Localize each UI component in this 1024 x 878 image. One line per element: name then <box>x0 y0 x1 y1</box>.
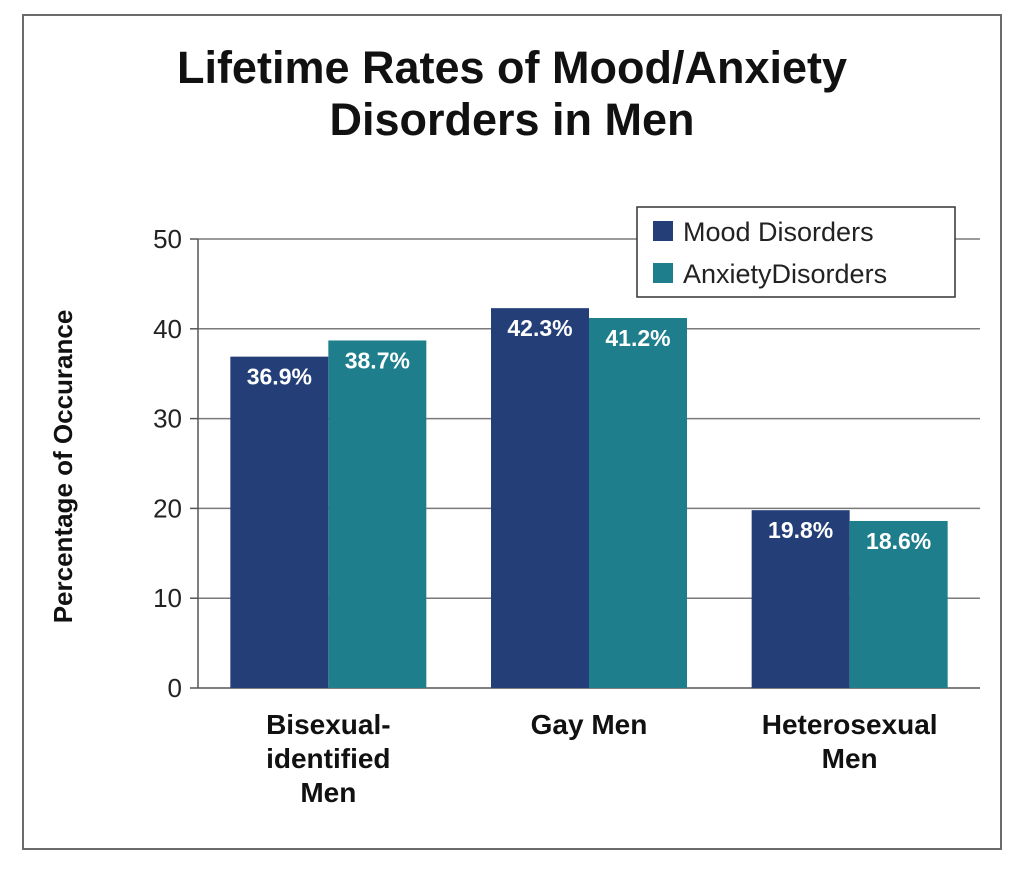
bar <box>751 510 850 688</box>
y-tick-label: 40 <box>153 314 182 344</box>
y-tick-label: 50 <box>153 224 182 254</box>
bar-value-label: 38.7% <box>345 347 410 373</box>
legend-box <box>636 206 956 298</box>
bar <box>589 318 687 688</box>
bar-value-label: 19.8% <box>768 517 833 543</box>
legend-label: AnxietyDisorders <box>683 259 887 289</box>
chart-title-line-1: Lifetime Rates of Mood/Anxiety <box>176 42 848 93</box>
y-tick-label: 20 <box>153 493 182 523</box>
legend-swatch <box>653 221 673 241</box>
x-category-label: Men <box>822 743 878 774</box>
x-category-label: Bisexual- <box>266 709 391 740</box>
y-tick-label: 10 <box>153 583 182 613</box>
chart-title: Lifetime Rates of Mood/Anxiety Disorders… <box>22 42 1002 146</box>
x-category-label: Gay Men <box>531 709 648 740</box>
bar <box>491 308 589 688</box>
bar-value-label: 41.2% <box>605 325 670 351</box>
legend-label: Mood Disorders <box>683 217 874 247</box>
y-tick-label: 30 <box>153 404 182 434</box>
x-category-label: Heterosexual <box>762 709 938 740</box>
bar-value-label: 36.9% <box>247 364 312 390</box>
x-category-label: Men <box>300 777 356 808</box>
y-axis-title: Percentage of Occurance <box>48 310 78 624</box>
y-tick-label: 0 <box>168 673 182 703</box>
bar <box>328 340 427 688</box>
bar <box>849 520 948 688</box>
legend-swatch <box>653 263 673 283</box>
bar-value-label: 42.3% <box>507 315 572 341</box>
x-category-label: identified <box>266 743 390 774</box>
bar <box>230 356 329 688</box>
bar-value-label: 18.6% <box>866 528 931 554</box>
chart-title-line-2: Disorders in Men <box>329 94 695 145</box>
